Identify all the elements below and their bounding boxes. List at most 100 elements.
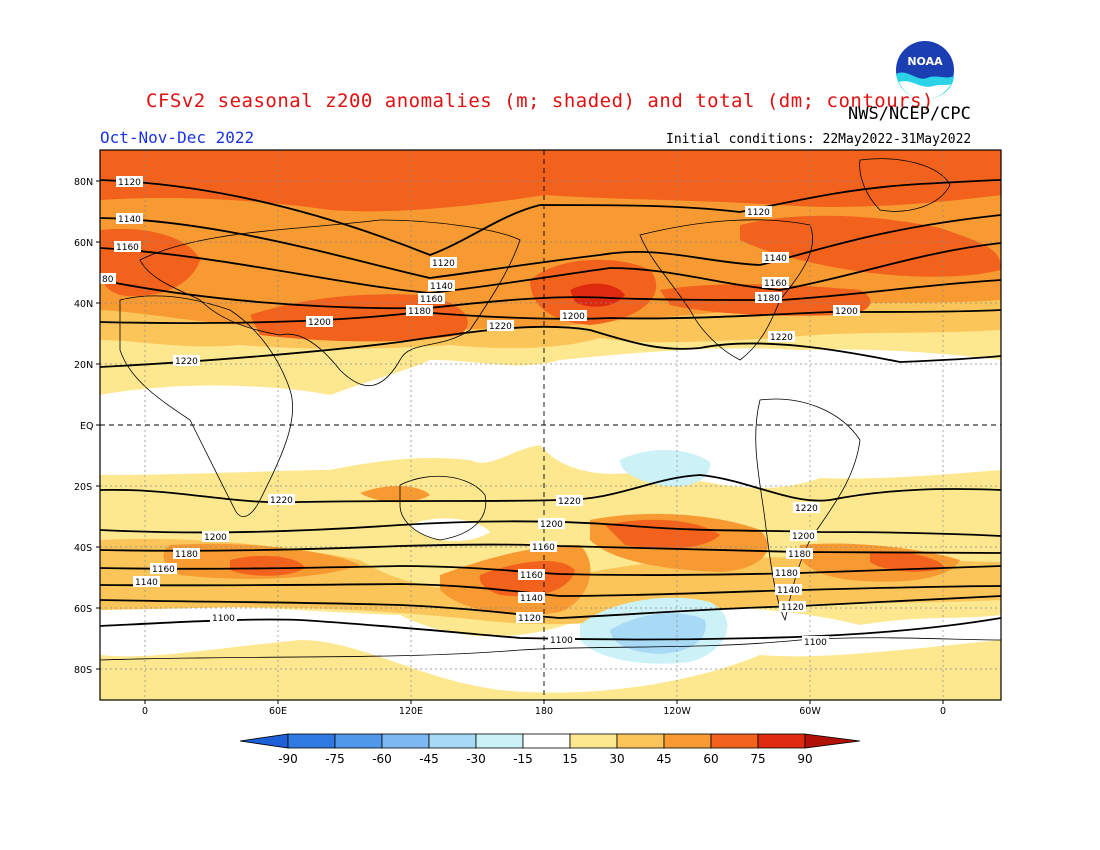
africa-coastline	[119, 295, 294, 517]
lat-label: 20S	[74, 482, 92, 493]
antarctica-coastline	[100, 637, 1001, 661]
eurasia-coastline	[139, 219, 521, 387]
svg-text:1160: 1160	[520, 571, 543, 581]
colorbar-swatch	[428, 733, 477, 749]
svg-text:1220: 1220	[270, 496, 293, 506]
map-title: CFSv2 seasonal z200 anomalies (m; shaded…	[146, 90, 934, 112]
colorbar-swatch	[381, 733, 430, 749]
svg-text:1120: 1120	[518, 614, 541, 624]
colorbar-label: -15	[513, 752, 533, 766]
svg-text:1140: 1140	[430, 282, 453, 292]
tropics-neutral-area	[100, 348, 1001, 488]
contour-label: 1140	[762, 252, 789, 264]
contour-label: 1180	[786, 548, 813, 560]
lon-label: 0	[142, 706, 148, 717]
contour-label: 1200	[538, 518, 565, 530]
latitude-labels: 80N 60N 40N 20N EQ 20S 40S 60S 80S	[74, 177, 93, 676]
svg-text:1140: 1140	[777, 586, 800, 596]
contour-label: 1120	[430, 257, 457, 269]
svg-text:1200: 1200	[835, 307, 858, 317]
height-contours	[100, 179, 1001, 641]
lon-label: 120E	[399, 706, 423, 717]
colorbar-swatch	[334, 733, 383, 749]
initial-conditions-label: Initial conditions: 22May2022-31May2022	[666, 132, 972, 147]
contour-label: 1160	[518, 569, 545, 581]
svg-text:1160: 1160	[764, 279, 787, 289]
svg-text:1220: 1220	[795, 504, 818, 514]
svg-text:1160: 1160	[152, 565, 175, 575]
lat-label: 80S	[74, 665, 92, 676]
colorbar-label: -75	[325, 752, 345, 766]
lon-label: 120W	[663, 706, 691, 717]
svg-text:1140: 1140	[135, 578, 158, 588]
svg-text:1100: 1100	[550, 636, 573, 646]
svg-text:1200: 1200	[540, 520, 563, 530]
lat-label: 40N	[74, 299, 93, 310]
svg-text:1200: 1200	[792, 532, 815, 542]
lat-label: 40S	[74, 543, 92, 554]
contour-label: 1180	[406, 305, 433, 317]
svg-text:1220: 1220	[770, 333, 793, 343]
svg-text:1120: 1120	[781, 603, 804, 613]
lon-label: 180	[535, 706, 553, 717]
svg-text:1160: 1160	[420, 295, 443, 305]
svg-text:1180: 1180	[788, 550, 811, 560]
contour-label: 1220	[793, 502, 820, 514]
contour-labels: 1120 1120 1140 1160 1120 80 1140 1140 11…	[100, 176, 860, 648]
svg-text:1220: 1220	[175, 357, 198, 367]
svg-text:1140: 1140	[118, 215, 141, 225]
contour-label: 1120	[745, 206, 772, 218]
contour-label: 1180	[755, 292, 782, 304]
svg-text:1200: 1200	[308, 318, 331, 328]
contour-label: 1220	[173, 355, 200, 367]
agency-label: NWS/NCEP/CPC	[848, 104, 971, 124]
contour-label: 80	[100, 273, 116, 285]
svg-text:1220: 1220	[558, 497, 581, 507]
contour-label: 1140	[775, 584, 802, 596]
colorbar-label: 90	[797, 752, 812, 766]
lat-label: 80N	[74, 177, 93, 188]
contour-label: 1120	[516, 612, 543, 624]
south-neutral-area	[100, 606, 1001, 693]
contour-label: 1200	[306, 316, 333, 328]
contour-label: 1180	[773, 567, 800, 579]
contour-label: 1100	[210, 612, 237, 624]
equator-dateline	[100, 150, 1001, 700]
contour-label: 1200	[560, 310, 587, 322]
colorbar-swatch	[475, 733, 524, 749]
svg-text:80: 80	[102, 275, 114, 285]
contour-label: 1120	[779, 601, 806, 613]
colorbar-label: 30	[609, 752, 624, 766]
colorbar-swatch	[287, 733, 336, 749]
svg-text:1120: 1120	[747, 208, 770, 218]
colorbar-label: -30	[466, 752, 486, 766]
colorbar-label: -90	[278, 752, 298, 766]
svg-text:1180: 1180	[775, 569, 798, 579]
colorbar-swatch	[663, 733, 712, 749]
colorbar-label: 60	[703, 752, 718, 766]
contour-label: 1180	[173, 548, 200, 560]
contour-label: 1100	[548, 634, 575, 646]
contour-label: 1220	[556, 495, 583, 507]
svg-text:1160: 1160	[116, 243, 139, 253]
svg-text:1180: 1180	[757, 294, 780, 304]
contour-label: 1140	[133, 576, 160, 588]
colorbar-swatch	[522, 733, 571, 749]
contour-label: 1160	[150, 563, 177, 575]
contour-label: 1200	[790, 530, 817, 542]
svg-text:1200: 1200	[562, 312, 585, 322]
lat-label: 60S	[74, 604, 92, 615]
lon-label: 0	[940, 706, 946, 717]
svg-text:1180: 1180	[175, 550, 198, 560]
lat-label: 20N	[74, 360, 93, 371]
lat-label: 60N	[74, 238, 93, 249]
colorbar: -90 -75 -60 -45 -30 -15 15 30 45 60 75 9…	[239, 733, 861, 766]
svg-text:1160: 1160	[532, 543, 555, 553]
colorbar-label: -45	[419, 752, 439, 766]
contour-label: 1220	[768, 331, 795, 343]
lat-label: EQ	[80, 421, 93, 432]
contour-label: 1160	[114, 241, 141, 253]
svg-text:1220: 1220	[489, 322, 512, 332]
contour-label: 1140	[518, 592, 545, 604]
